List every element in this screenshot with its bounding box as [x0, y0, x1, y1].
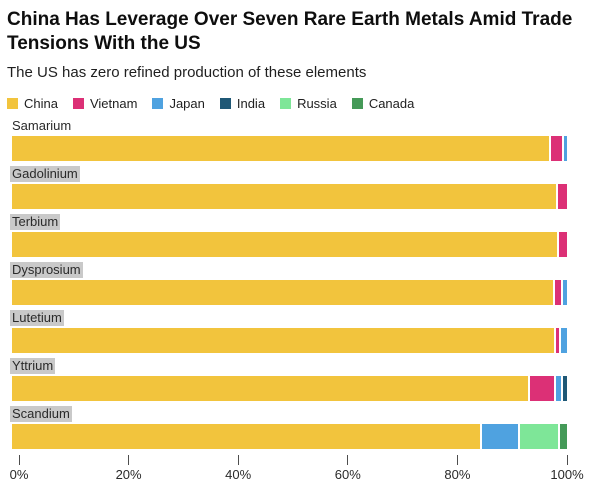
chart-row-scandium: Scandium — [10, 405, 567, 453]
chart-subtitle: The US has zero refined production of th… — [7, 64, 367, 81]
legend-label: Canada — [368, 96, 415, 111]
bar-samarium — [12, 136, 567, 161]
legend-label: Vietnam — [89, 96, 138, 111]
segment-china — [12, 136, 551, 161]
legend-item-russia: Russia — [280, 96, 337, 111]
chart-title: China Has Leverage Over Seven Rare Earth… — [7, 9, 573, 54]
stacked-bar-chart: Samarium Gadolinium Terbium Dysprosium Lutet… — [7, 117, 600, 453]
axis-tick-mark — [347, 455, 349, 465]
legend-item-india: India — [219, 96, 266, 111]
legend-label: India — [236, 96, 266, 111]
segment-vietnam — [559, 232, 567, 257]
segment-china — [12, 376, 531, 401]
segment-vietnam — [554, 280, 564, 305]
segment-vietnam — [555, 328, 562, 353]
chart-row-dysprosium: Dysprosium — [10, 261, 567, 309]
segment-japan — [563, 280, 567, 305]
segment-china — [12, 328, 556, 353]
segment-japan — [564, 136, 567, 161]
category-label: Samarium — [12, 118, 72, 133]
axis-tick-mark — [18, 455, 20, 465]
chart-row-lutetium: Lutetium — [10, 309, 567, 357]
segment-vietnam — [558, 184, 567, 209]
bar-dysprosium — [12, 280, 567, 305]
category-label: Scandium — [10, 406, 72, 422]
segment-china — [12, 184, 559, 209]
category-label: Lutetium — [10, 310, 64, 326]
chart-row-yttrium: Yttrium — [10, 357, 567, 405]
legend-item-china: China — [7, 96, 58, 111]
legend-label: Japan — [169, 96, 205, 111]
segment-japan — [555, 376, 564, 401]
category-label-wrap: Samarium — [12, 117, 567, 133]
axis-tick-label: 80% — [444, 467, 471, 482]
bar-lutetium — [12, 328, 567, 353]
legend-swatch-china — [7, 98, 18, 109]
legend-item-japan: Japan — [152, 96, 205, 111]
legend-item-vietnam: Vietnam — [72, 96, 138, 111]
x-axis: 0% 20% 40% 60% 80% 100% — [10, 455, 584, 485]
bar-gadolinium — [12, 184, 567, 209]
axis-tick-label: 60% — [334, 467, 361, 482]
segment-china — [12, 424, 483, 449]
bar-terbium — [12, 232, 567, 257]
category-label-wrap: Dysprosium — [10, 261, 567, 278]
axis-tick-mark — [237, 455, 239, 465]
segment-japan — [561, 328, 567, 353]
segment-china — [12, 232, 560, 257]
category-label-wrap: Lutetium — [10, 309, 567, 326]
chart-row-gadolinium: Gadolinium — [10, 165, 567, 213]
legend-swatch-vietnam — [72, 98, 84, 109]
legend-swatch-russia — [280, 98, 292, 109]
bar-yttrium — [12, 376, 567, 401]
category-label-wrap: Gadolinium — [10, 165, 567, 182]
axis-tick-label: 0% — [9, 467, 29, 482]
axis-tick-mark — [566, 455, 568, 465]
segment-russia — [520, 424, 561, 449]
chart-row-terbium: Terbium — [10, 213, 567, 261]
category-label-wrap: Yttrium — [10, 357, 567, 374]
legend-item-canada: Canada — [351, 96, 415, 111]
axis-tick-mark — [128, 455, 130, 465]
segment-canada — [560, 424, 567, 449]
chart-row-samarium: Samarium — [12, 117, 567, 165]
segment-india — [563, 376, 567, 401]
axis-tick-mark — [456, 455, 458, 465]
category-label: Gadolinium — [10, 166, 80, 182]
category-label: Dysprosium — [10, 262, 83, 278]
segment-vietnam — [530, 376, 556, 401]
legend-swatch-canada — [351, 98, 363, 109]
category-label: Terbium — [10, 214, 61, 230]
category-label-wrap: Terbium — [10, 213, 567, 230]
segment-china — [12, 280, 555, 305]
legend-label: Russia — [297, 96, 337, 111]
segment-japan — [482, 424, 521, 449]
legend-swatch-japan — [152, 98, 164, 109]
legend-label: China — [24, 96, 58, 111]
category-label: Yttrium — [10, 358, 56, 374]
axis-tick-label: 20% — [115, 467, 142, 482]
category-label-wrap: Scandium — [10, 405, 567, 422]
bar-scandium — [12, 424, 567, 449]
legend: China Vietnam Japan India Russia Canada — [7, 96, 600, 111]
legend-swatch-india — [219, 98, 231, 109]
axis-tick-label: 100% — [550, 467, 584, 482]
axis-tick-label: 40% — [225, 467, 252, 482]
segment-vietnam — [550, 136, 565, 161]
